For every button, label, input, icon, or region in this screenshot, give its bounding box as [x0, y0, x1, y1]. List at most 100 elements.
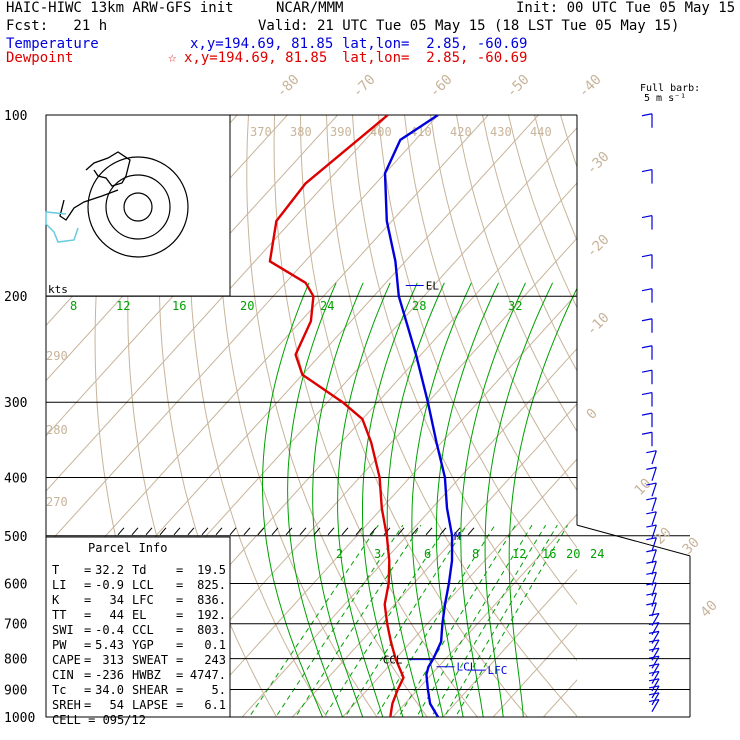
parcel-value: 243	[204, 653, 226, 667]
parcel-key: T	[52, 563, 59, 577]
parcel-key: SREH	[52, 698, 81, 712]
mixing-ratio-lines	[248, 282, 577, 717]
parcel-value: -0.4	[95, 623, 124, 637]
isotherm-label: 40	[698, 598, 721, 621]
dry-adiabat-line	[613, 115, 740, 730]
parcel-value: 4747.	[190, 668, 226, 682]
org-label: NCAR/MMM	[276, 0, 344, 16]
parcel-value: -236	[95, 668, 124, 682]
mixing-ratio-line	[375, 524, 496, 717]
marker-label: LFC	[488, 664, 508, 677]
isotherm-line	[191, 292, 577, 717]
barb-flag	[646, 466, 657, 470]
forecast-hour: Fcst: 21 h	[6, 18, 108, 34]
parcel-eq: =	[84, 698, 91, 712]
isotherm-label: -30	[584, 149, 613, 178]
mixing-ratio-label: 24	[320, 299, 334, 313]
parcel-key: Tc	[52, 683, 66, 697]
wind-barb	[641, 288, 653, 303]
parcel-eq: =	[84, 653, 91, 667]
isotherm-label-group: 0	[584, 406, 601, 423]
isotherm-line	[46, 115, 439, 548]
hatch-tick	[243, 527, 251, 536]
wind-barbs	[641, 113, 660, 713]
hatch-tick	[215, 527, 223, 536]
marker-label-m: M	[454, 530, 461, 543]
barb-flag	[641, 288, 653, 292]
mixing-ratio-label: 28	[412, 299, 426, 313]
theta-label: 440	[530, 125, 552, 139]
hatch-tick	[271, 527, 279, 536]
barb-flag	[641, 254, 653, 258]
barb-flag	[646, 537, 657, 541]
parcel-value: 6.1	[204, 698, 226, 712]
full-barb-label: Full barb:	[640, 83, 701, 94]
isotherm-label: -60	[427, 72, 456, 101]
parcel-key: K	[52, 593, 60, 607]
parcel-value: 34.0	[95, 683, 124, 697]
barb-flag	[646, 602, 657, 606]
dry-adiabat-line	[404, 115, 577, 549]
wind-barb	[641, 345, 653, 360]
mixing-ratio-label: 3	[374, 547, 381, 561]
wind-barb	[648, 663, 660, 677]
barb-staff	[651, 639, 660, 653]
mixing-ratio-line	[430, 524, 547, 717]
wind-barb	[641, 214, 653, 230]
barb-flag	[648, 655, 660, 659]
dry-adiabat-line	[246, 115, 428, 717]
barb-staff	[651, 602, 657, 617]
isotherm-label-group: -70	[350, 72, 379, 101]
moist-adiabat-line	[484, 282, 554, 717]
parcel-key: SWI	[52, 623, 74, 637]
parcel-eq: =	[176, 578, 183, 592]
barb-staff	[651, 549, 657, 564]
hodograph-tail	[45, 211, 79, 243]
marker-label: LCL	[456, 661, 476, 674]
hatch-tick	[299, 527, 307, 536]
barb-flag	[641, 113, 653, 117]
moist-adiabat-line	[411, 282, 472, 717]
temperature-xy: x,y=194.69, 81.85	[190, 36, 334, 52]
dry-adiabat-line	[378, 115, 577, 606]
isotherm-label: -10	[584, 310, 613, 339]
parcel-key: EL	[132, 608, 146, 622]
barb-flag	[646, 497, 657, 501]
parcel-eq: =	[176, 653, 183, 667]
moist-adiabat-line	[460, 282, 526, 717]
dry-adiabat-line	[665, 115, 740, 730]
mixing-ratio-line	[443, 524, 558, 717]
hatch-tick	[313, 527, 321, 536]
barb-staff	[651, 663, 660, 677]
dewpoint-latlon: lat,lon= 2.85, -60.69	[342, 50, 528, 66]
barb-flag	[646, 560, 657, 564]
parcel-key: TT	[52, 608, 66, 622]
isotherm-label-group: -60	[427, 72, 456, 101]
isotherm-label-group: -20	[584, 232, 613, 261]
mixing-ratio-label: 8	[70, 299, 77, 313]
dry-adiabat-line	[352, 115, 577, 662]
frame-diagonal	[576, 524, 691, 557]
mixing-ratio-line	[294, 524, 422, 717]
barb-staff	[651, 450, 657, 465]
parcel-eq: =	[84, 563, 91, 577]
hatch-tick	[229, 527, 237, 536]
barb-staff	[651, 699, 660, 713]
parcel-eq: =	[176, 698, 183, 712]
isotherm-line	[46, 115, 489, 603]
wind-barb	[646, 537, 657, 552]
barb-staff	[651, 482, 657, 497]
parcel-key: CCL	[132, 623, 154, 637]
hatch-tick	[173, 527, 181, 536]
wind-barb	[648, 692, 660, 706]
wind-barb	[648, 647, 660, 661]
parcel-box	[45, 536, 231, 718]
hatch-tick	[411, 527, 419, 536]
isotherm-label-group: -80	[274, 72, 303, 101]
barb-flag	[648, 630, 660, 634]
mixing-ratio-label: 20	[566, 547, 580, 561]
wind-barb	[641, 169, 653, 184]
parcel-key: LCL	[132, 578, 154, 592]
parcel-key: LFC	[132, 593, 154, 607]
